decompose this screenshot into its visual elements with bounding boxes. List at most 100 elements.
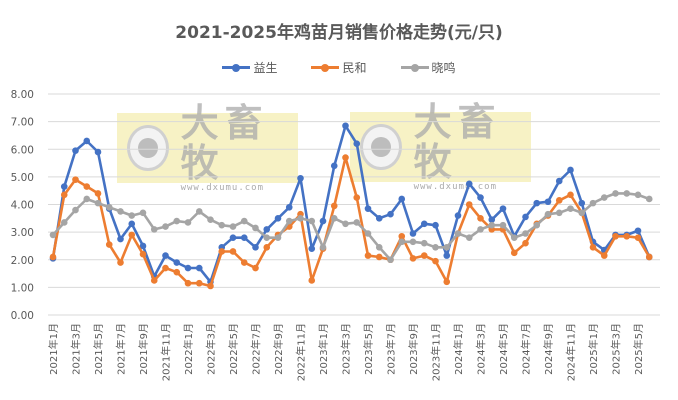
data-point[interactable] [308, 277, 316, 284]
data-point[interactable] [454, 230, 462, 237]
data-point[interactable] [139, 209, 147, 217]
data-point[interactable] [443, 244, 451, 251]
data-point[interactable] [94, 190, 102, 197]
data-point[interactable] [83, 137, 91, 145]
data-point[interactable] [297, 174, 304, 182]
data-point[interactable] [72, 176, 79, 183]
data-point[interactable] [634, 191, 642, 199]
data-point[interactable] [600, 194, 608, 201]
data-point[interactable] [184, 264, 192, 272]
data-point[interactable] [94, 148, 102, 156]
data-point[interactable] [285, 203, 293, 211]
data-point[interactable] [387, 210, 394, 218]
data-point[interactable] [555, 197, 563, 204]
data-point[interactable] [195, 264, 203, 272]
legend-item-yisheng[interactable]: 益生 [222, 59, 277, 76]
data-point[interactable] [195, 279, 203, 287]
data-point[interactable] [173, 259, 181, 266]
data-point[interactable] [567, 191, 574, 199]
data-point[interactable] [612, 190, 619, 197]
data-point[interactable] [60, 219, 68, 226]
data-point[interactable] [533, 221, 541, 229]
data-point[interactable] [375, 244, 383, 251]
data-point[interactable] [375, 253, 383, 261]
data-point[interactable] [567, 166, 574, 174]
data-point[interactable] [330, 162, 338, 170]
data-point[interactable] [375, 215, 383, 222]
data-point[interactable] [128, 220, 136, 228]
data-point[interactable] [488, 216, 496, 223]
data-point[interactable] [263, 226, 271, 233]
data-point[interactable] [117, 259, 124, 266]
data-point[interactable] [522, 239, 529, 247]
data-point[interactable] [83, 183, 91, 190]
data-point[interactable] [420, 252, 428, 259]
data-point[interactable] [240, 259, 248, 266]
data-point[interactable] [398, 232, 406, 240]
data-point[interactable] [623, 190, 631, 197]
data-point[interactable] [150, 277, 158, 284]
data-point[interactable] [72, 147, 79, 154]
data-point[interactable] [578, 199, 586, 207]
data-point[interactable] [634, 227, 642, 235]
data-point[interactable] [173, 217, 181, 225]
data-point[interactable] [499, 205, 507, 212]
data-point[interactable] [510, 234, 518, 241]
data-point[interactable] [274, 215, 282, 222]
data-point[interactable] [465, 180, 473, 188]
data-point[interactable] [285, 217, 293, 225]
data-point[interactable] [364, 205, 372, 212]
data-point[interactable] [544, 198, 552, 206]
data-point[interactable] [184, 219, 192, 226]
data-point[interactable] [94, 199, 102, 207]
data-point[interactable] [398, 195, 406, 203]
data-point[interactable] [319, 217, 327, 225]
data-point[interactable] [443, 252, 451, 259]
data-point[interactable] [139, 242, 147, 250]
data-point[interactable] [522, 230, 529, 237]
data-point[interactable] [342, 220, 349, 228]
data-point[interactable] [207, 282, 214, 290]
data-point[interactable] [409, 230, 417, 237]
data-point[interactable] [364, 252, 372, 259]
data-point[interactable] [432, 257, 439, 265]
data-point[interactable] [477, 194, 484, 201]
data-point[interactable] [60, 191, 68, 199]
data-point[interactable] [274, 234, 282, 241]
data-point[interactable] [319, 244, 327, 251]
data-point[interactable] [117, 235, 124, 243]
data-point[interactable] [342, 122, 349, 130]
data-point[interactable] [634, 234, 642, 241]
data-point[interactable] [83, 195, 91, 203]
data-point[interactable] [612, 232, 619, 240]
data-point[interactable] [330, 215, 338, 222]
data-point[interactable] [364, 230, 372, 237]
data-point[interactable] [522, 213, 529, 221]
data-point[interactable] [263, 234, 271, 241]
data-point[interactable] [184, 279, 192, 287]
data-point[interactable] [477, 226, 484, 233]
data-point[interactable] [173, 268, 181, 276]
legend-item-xiaoming[interactable]: 晓鸣 [400, 59, 456, 76]
data-point[interactable] [398, 238, 406, 246]
data-point[interactable] [477, 215, 484, 222]
data-point[interactable] [240, 234, 248, 241]
data-point[interactable] [443, 278, 451, 286]
data-point[interactable] [623, 232, 631, 240]
data-point[interactable] [533, 199, 541, 207]
data-point[interactable] [645, 195, 653, 203]
data-point[interactable] [645, 253, 653, 261]
data-point[interactable] [454, 212, 462, 219]
data-point[interactable] [342, 154, 349, 161]
data-point[interactable] [139, 250, 147, 258]
data-point[interactable] [150, 226, 158, 233]
data-point[interactable] [510, 249, 518, 257]
data-point[interactable] [432, 244, 439, 251]
data-point[interactable] [49, 253, 57, 261]
data-point[interactable] [600, 252, 608, 259]
data-point[interactable] [409, 255, 417, 262]
data-point[interactable] [567, 205, 574, 212]
data-point[interactable] [432, 221, 439, 229]
data-point[interactable] [465, 201, 473, 208]
data-point[interactable] [49, 231, 57, 239]
